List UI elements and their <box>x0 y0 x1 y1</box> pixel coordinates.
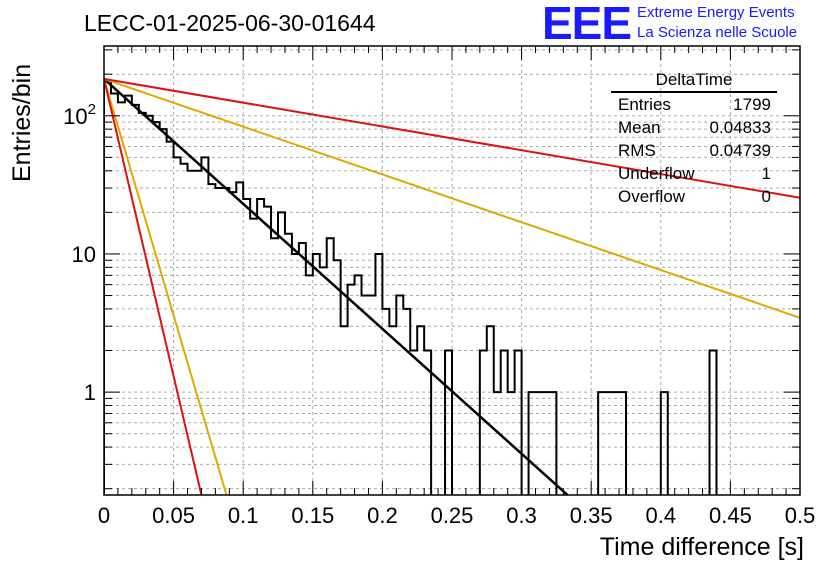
stats-label: RMS <box>618 141 656 160</box>
stats-value: 1 <box>761 164 771 183</box>
bound-curve <box>104 78 228 495</box>
stats-label: Overflow <box>618 187 686 206</box>
logo-line-2: La Scienza nelle Scuole <box>637 24 798 41</box>
y-axis-label: Entries/bin <box>8 63 36 182</box>
x-tick-label: 0.15 <box>291 503 334 528</box>
eee-logo: EEE <box>542 0 632 49</box>
bound-curve <box>104 78 203 495</box>
stats-row: Mean 0.04833 <box>611 116 777 139</box>
x-tick-label: 0.4 <box>646 503 677 528</box>
y-tick-label: 1 <box>84 380 96 405</box>
histogram-outline <box>104 79 718 495</box>
stats-value: 0 <box>761 187 771 206</box>
stats-label: Mean <box>618 118 661 137</box>
x-tick-label: 0.5 <box>785 503 816 528</box>
logo-line-1: Extreme Energy Events <box>637 4 795 21</box>
x-tick-label: 0 <box>98 503 110 528</box>
x-axis-label: Time difference [s] <box>599 533 804 561</box>
x-tick-label: 0.3 <box>506 503 537 528</box>
stats-title: DeltaTime <box>611 70 777 93</box>
x-tick-label: 0.25 <box>431 503 474 528</box>
bound-curve <box>104 77 800 199</box>
stats-box: DeltaTime Entries 1799 Mean 0.04833 RMS 0.0… <box>611 70 777 208</box>
bound-curve <box>104 77 800 319</box>
stats-row: Underflow 1 <box>611 162 777 185</box>
stats-label: Entries <box>618 95 671 114</box>
x-tick-label: 0.05 <box>152 503 195 528</box>
stats-value: 0.04739 <box>709 141 771 160</box>
y-tick-label: 102 <box>63 101 96 129</box>
run-title: LECC-01-2025-06-30-01644 <box>84 10 376 36</box>
x-tick-label: 0.1 <box>228 503 259 528</box>
x-axis-ticks: 0 0.05 0.1 0.15 0.2 0.25 0.3 0.35 0.4 0.45 0.5 <box>98 46 815 528</box>
x-tick-label: 0.45 <box>709 503 752 528</box>
x-tick-label: 0.35 <box>570 503 613 528</box>
x-tick-label: 0.2 <box>367 503 398 528</box>
stats-row: Overflow 0 <box>611 185 777 208</box>
stats-value: 0.04833 <box>709 118 771 137</box>
stats-value: 1799 <box>733 95 771 114</box>
stats-row: RMS 0.04739 <box>611 139 777 162</box>
histogram-bars <box>104 79 718 495</box>
fit-curves <box>104 77 800 495</box>
stats-row: Entries 1799 <box>611 93 777 116</box>
fit-curve <box>104 77 569 495</box>
stats-label: Underflow <box>618 164 695 183</box>
y-tick-label: 10 <box>72 242 96 267</box>
